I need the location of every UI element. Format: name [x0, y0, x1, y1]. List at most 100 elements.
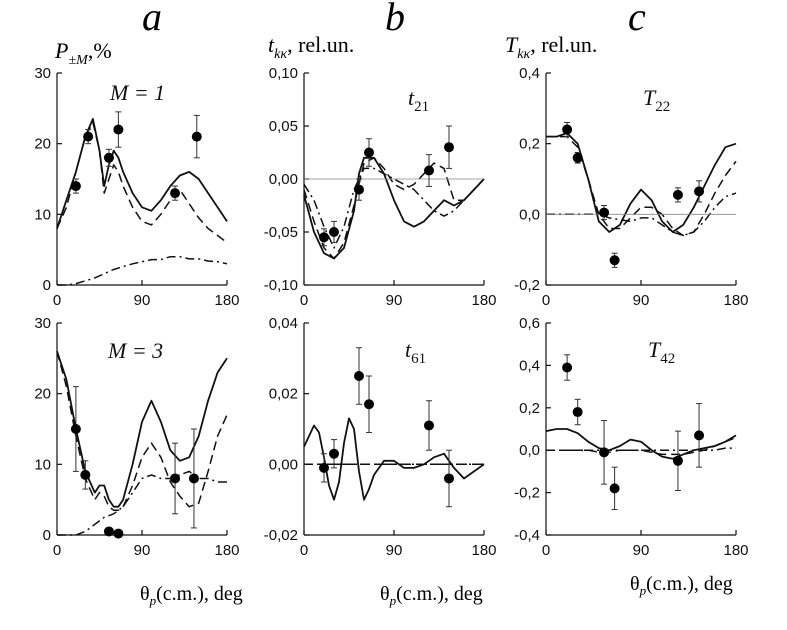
- x-tick-label: 0: [300, 292, 308, 309]
- x-tick-label: 0: [300, 542, 308, 559]
- data-point: [113, 124, 124, 135]
- x-tick-label: 90: [386, 542, 403, 559]
- y-tick-label: -0,10: [264, 277, 298, 294]
- panel-annotation: T22: [643, 85, 670, 115]
- chart-a-top: 0 10 20 30 0 90 180 M = 1: [34, 65, 239, 309]
- y-tick-label: -0,02: [264, 527, 298, 544]
- data-point: [170, 473, 181, 484]
- y-tick-label: 30: [34, 315, 51, 332]
- data-point: [319, 232, 329, 243]
- y-tick-label: -0,2: [514, 485, 540, 502]
- panel-annotation: t61: [405, 337, 426, 367]
- y-tick-label: 20: [34, 386, 51, 403]
- x-tick-label: 90: [633, 292, 650, 309]
- y-tick-label: 0: [43, 277, 51, 294]
- series-solid-line: [545, 428, 737, 460]
- series-dashdot-line: [57, 255, 228, 286]
- x-tick-label: 180: [214, 542, 239, 559]
- data-point: [609, 483, 620, 494]
- ylabel-a: P±M,%: [54, 38, 112, 68]
- panel-letter-b: b: [385, 0, 405, 39]
- data-point: [70, 181, 81, 192]
- series-dashed-line: [546, 135, 737, 237]
- y-tick-label: -0,4: [514, 527, 540, 544]
- data-point: [562, 362, 573, 373]
- x-tick-label: 180: [214, 292, 239, 309]
- xlabel-b: θp(c.m.), deg: [380, 583, 483, 608]
- series-solid-line: [546, 132, 737, 233]
- data-point: [572, 407, 583, 418]
- data-point: [329, 227, 339, 237]
- y-tick-label: 10: [34, 206, 51, 223]
- chart-a-bottom: 0 10 20 30 0 90 180 M = 3: [34, 315, 239, 559]
- data-point: [694, 186, 705, 197]
- x-tick-label: 90: [386, 292, 403, 309]
- y-tick-label: 0,04: [269, 315, 298, 332]
- y-tick-label: 0,02: [269, 386, 298, 403]
- y-tick-label: 30: [34, 65, 51, 82]
- x-tick-label: 90: [633, 542, 650, 559]
- x-tick-label: 0: [53, 542, 61, 559]
- data-point: [329, 448, 339, 459]
- x-tick-label: 180: [723, 542, 748, 559]
- data-point: [103, 526, 114, 537]
- series-dashed-line: [546, 436, 737, 456]
- ylabel-c: Tkκ, rel.un.: [505, 32, 597, 62]
- series-solid-line: [56, 118, 228, 229]
- y-tick-label: 10: [34, 456, 51, 473]
- series-dashed-line: [303, 157, 485, 260]
- y-tick-label: 0,6: [519, 315, 540, 332]
- y-tick-label: 0,10: [269, 65, 298, 82]
- panel-annotation: M = 3: [107, 338, 163, 363]
- y-tick-label: 0,00: [269, 171, 298, 188]
- panel-letter-a: a: [142, 0, 162, 39]
- panel-letter-c: c: [628, 0, 646, 39]
- series-dashed-line: [56, 351, 228, 512]
- data-point: [191, 131, 202, 142]
- y-tick-label: 0: [43, 527, 51, 544]
- y-tick-label: 0,4: [519, 357, 540, 374]
- data-point: [562, 124, 573, 135]
- series-dashdot-line: [546, 447, 736, 451]
- y-tick-label: 0,00: [269, 456, 298, 473]
- x-tick-label: 180: [723, 292, 748, 309]
- y-tick-label: -0,2: [514, 277, 540, 294]
- ylabel-b: tkκ, rel.un.: [268, 32, 354, 62]
- data-point: [444, 142, 454, 153]
- chart-c-bottom: -0,4 -0,2 0,0 0,2 0,4 0,6 0 90 180 T42: [514, 315, 748, 559]
- data-point: [364, 399, 374, 410]
- data-point: [113, 528, 124, 539]
- chart-b-bottom: -0,02 0,00 0,02 0,04 0 90 180 t61: [264, 315, 497, 559]
- x-tick-label: 180: [471, 542, 496, 559]
- data-point: [354, 371, 364, 381]
- x-tick-label: 0: [542, 542, 550, 559]
- data-point: [103, 152, 114, 163]
- data-point: [83, 131, 94, 142]
- y-tick-label: 0,0: [519, 206, 540, 223]
- x-tick-label: 0: [53, 292, 61, 309]
- data-point: [444, 473, 454, 484]
- data-point: [672, 455, 683, 466]
- data-point: [70, 424, 81, 434]
- x-tick-label: 90: [134, 542, 151, 559]
- data-point: [572, 152, 583, 163]
- y-tick-label: 0,2: [519, 136, 540, 153]
- data-point: [170, 188, 181, 199]
- data-point: [694, 430, 705, 441]
- y-tick-label: 0,2: [519, 400, 540, 417]
- xlabel-c: θp(c.m.), deg: [630, 573, 733, 598]
- data-point: [599, 207, 610, 218]
- chart-b-top: -0,10 -0,05 0,00 0,05 0,10 0 90 180 t21: [264, 65, 497, 309]
- panel-annotation: t21: [408, 85, 429, 115]
- data-point: [319, 462, 329, 473]
- xlabel-a: θp(c.m.), deg: [140, 583, 243, 608]
- x-tick-label: 0: [542, 292, 550, 309]
- series-dashdot-line: [546, 192, 737, 237]
- chart-c-top: -0,2 0,0 0,2 0,4 0 90 180 T22: [514, 65, 748, 309]
- y-tick-label: 0,0: [519, 442, 540, 459]
- panel-annotation: M = 1: [109, 80, 165, 105]
- data-point: [424, 165, 434, 176]
- x-tick-label: 180: [471, 292, 496, 309]
- y-tick-label: 20: [34, 136, 51, 153]
- series-dashdot-line: [57, 470, 227, 536]
